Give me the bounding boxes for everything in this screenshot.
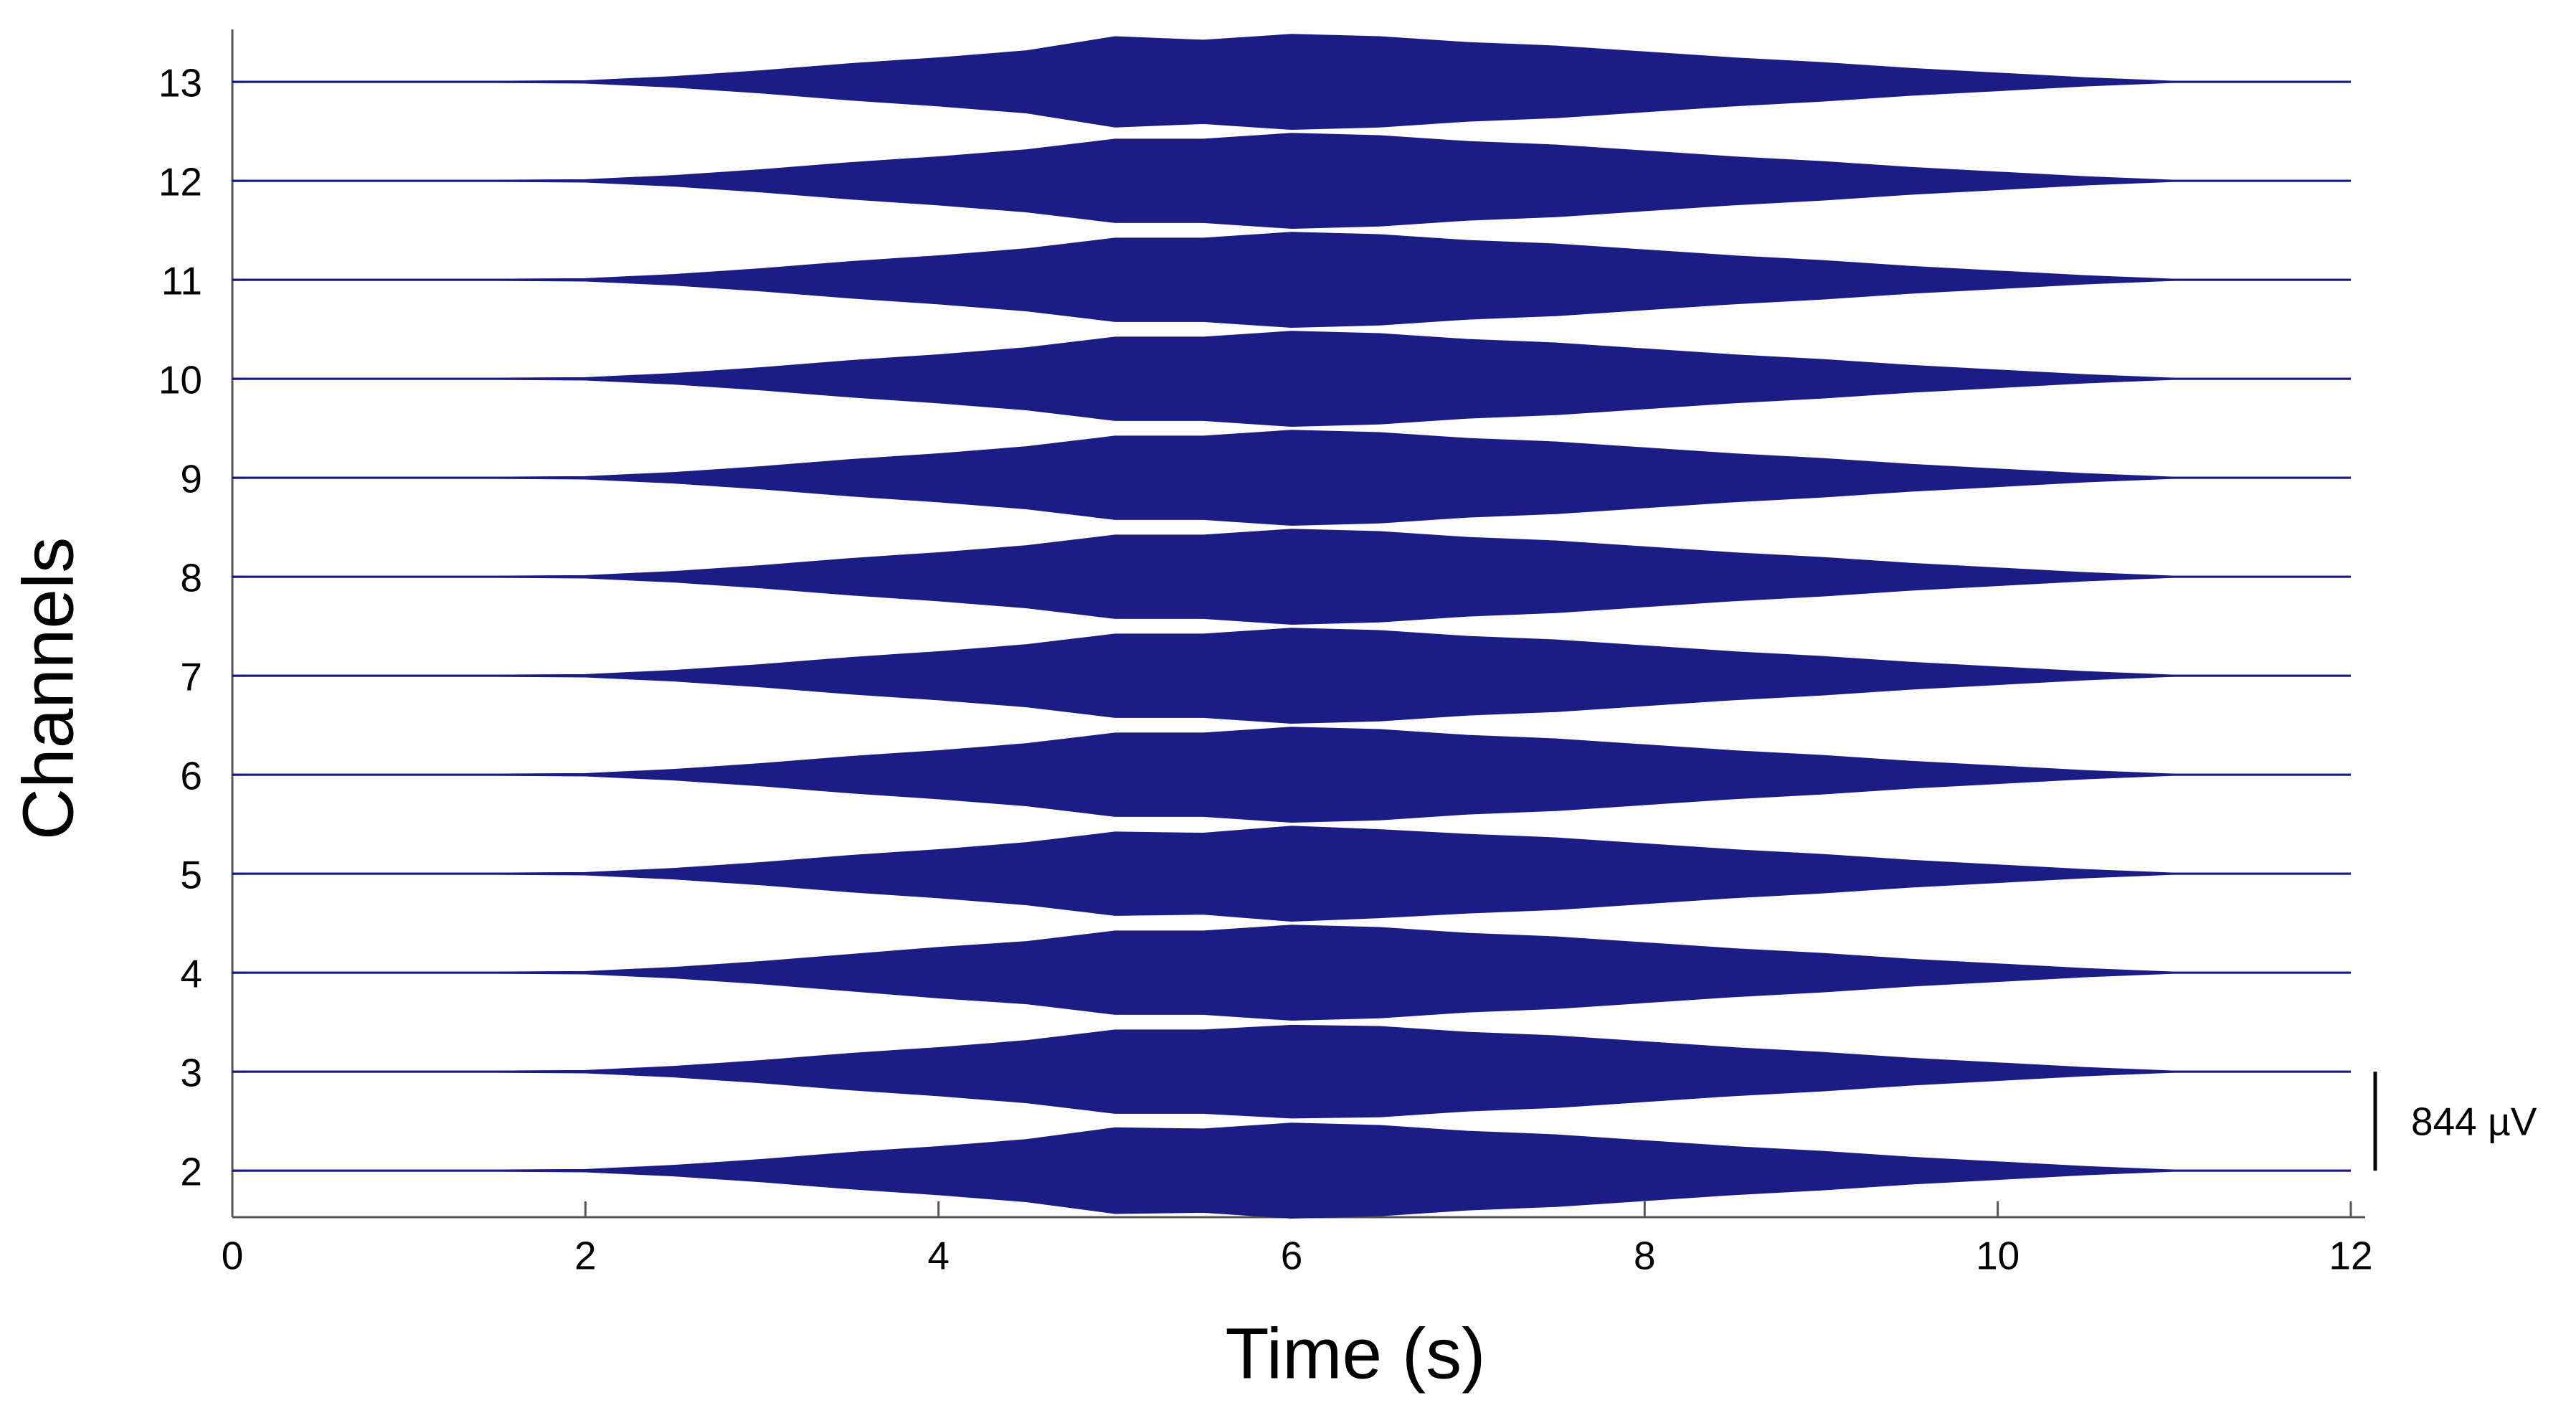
y-tick-label: 12	[158, 160, 202, 204]
x-axis-label: Time (s)	[1226, 1313, 1486, 1394]
y-tick-label: 13	[158, 61, 202, 105]
y-tick-label: 6	[180, 754, 202, 798]
y-tick-label: 8	[180, 556, 202, 600]
x-tick-label: 4	[927, 1234, 950, 1278]
y-tick-label: 7	[180, 655, 202, 699]
x-tick-label: 6	[1281, 1234, 1303, 1278]
y-tick-label: 4	[180, 952, 202, 996]
y-tick-label: 2	[180, 1150, 202, 1194]
x-tick-label: 8	[1634, 1234, 1656, 1278]
y-tick-label: 11	[161, 259, 202, 303]
y-tick-label: 9	[180, 457, 202, 501]
x-tick-label: 2	[574, 1234, 597, 1278]
y-tick-label: 3	[180, 1051, 202, 1095]
x-tick-label: 12	[2329, 1234, 2372, 1278]
y-axis-label: Channels	[8, 537, 88, 841]
x-tick-label: 0	[222, 1234, 244, 1278]
y-tick-label: 5	[180, 853, 202, 897]
y-tick-label: 10	[158, 358, 202, 402]
x-tick-label: 10	[1976, 1234, 2019, 1278]
scale-bar-label: 844 µV	[2411, 1100, 2537, 1144]
